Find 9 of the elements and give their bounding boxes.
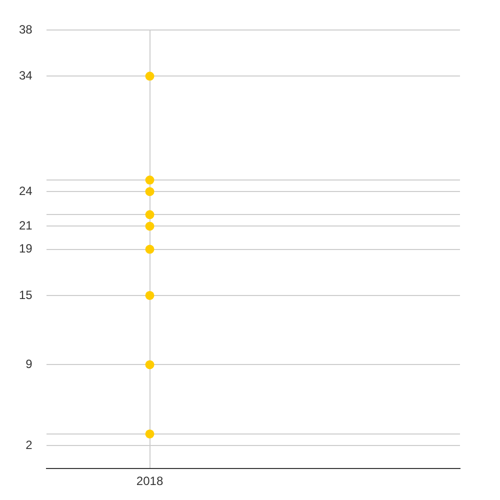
y-tick-label: 9 — [26, 357, 33, 372]
y-tick-label: 34 — [18, 68, 33, 82]
x-tick-label: 2018 — [136, 474, 164, 488]
y-tick-label: 15 — [18, 288, 33, 302]
y-tick-label: 2 — [26, 438, 33, 452]
y-tick-label: 24 — [18, 184, 33, 198]
y-tick-label: 21 — [18, 218, 33, 233]
y-tick-label: 19 — [18, 242, 33, 256]
y-tick-label: 38 — [18, 22, 33, 36]
